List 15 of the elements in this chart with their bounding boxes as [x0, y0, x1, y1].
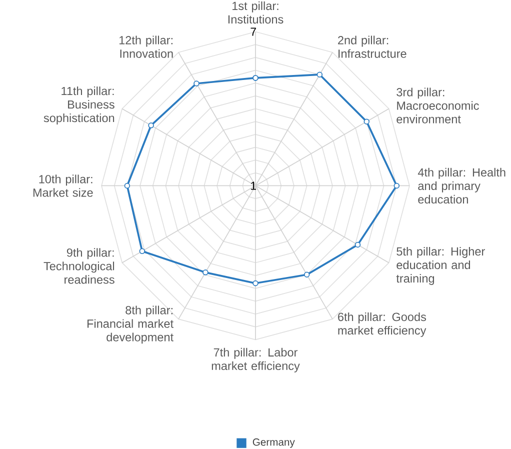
- spoke-label: 7th pillar: Labor market efficiency: [212, 348, 300, 372]
- spoke-label: 2nd pillar: Infrastructure: [338, 36, 406, 58]
- spoke-label: 12th pillar: Innovation: [119, 36, 173, 58]
- spoke-label: 8th pillar: Financial market development: [88, 306, 174, 344]
- spoke-label: 5th pillar: Higher education and training: [396, 246, 485, 285]
- spoke-label: 10th pillar: Market size: [33, 174, 93, 197]
- spoke-label: 11th pillar: Business sophistication: [44, 86, 114, 124]
- spoke-label: 9th pillar: Technological readiness: [44, 248, 114, 284]
- legend-label: Germany: [252, 438, 295, 448]
- spoke-label: 3rd pillar: Macroeconomic environment: [396, 88, 479, 124]
- spoke-label: 1st pillar: Institutions: [228, 1, 284, 24]
- spoke-label: 4th pillar: Health and primary education: [418, 168, 506, 204]
- spoke-label: 6th pillar: Goods market efficiency: [338, 312, 426, 337]
- y-tick-label: 7: [250, 28, 256, 36]
- y-tick-label: 1: [251, 182, 256, 190]
